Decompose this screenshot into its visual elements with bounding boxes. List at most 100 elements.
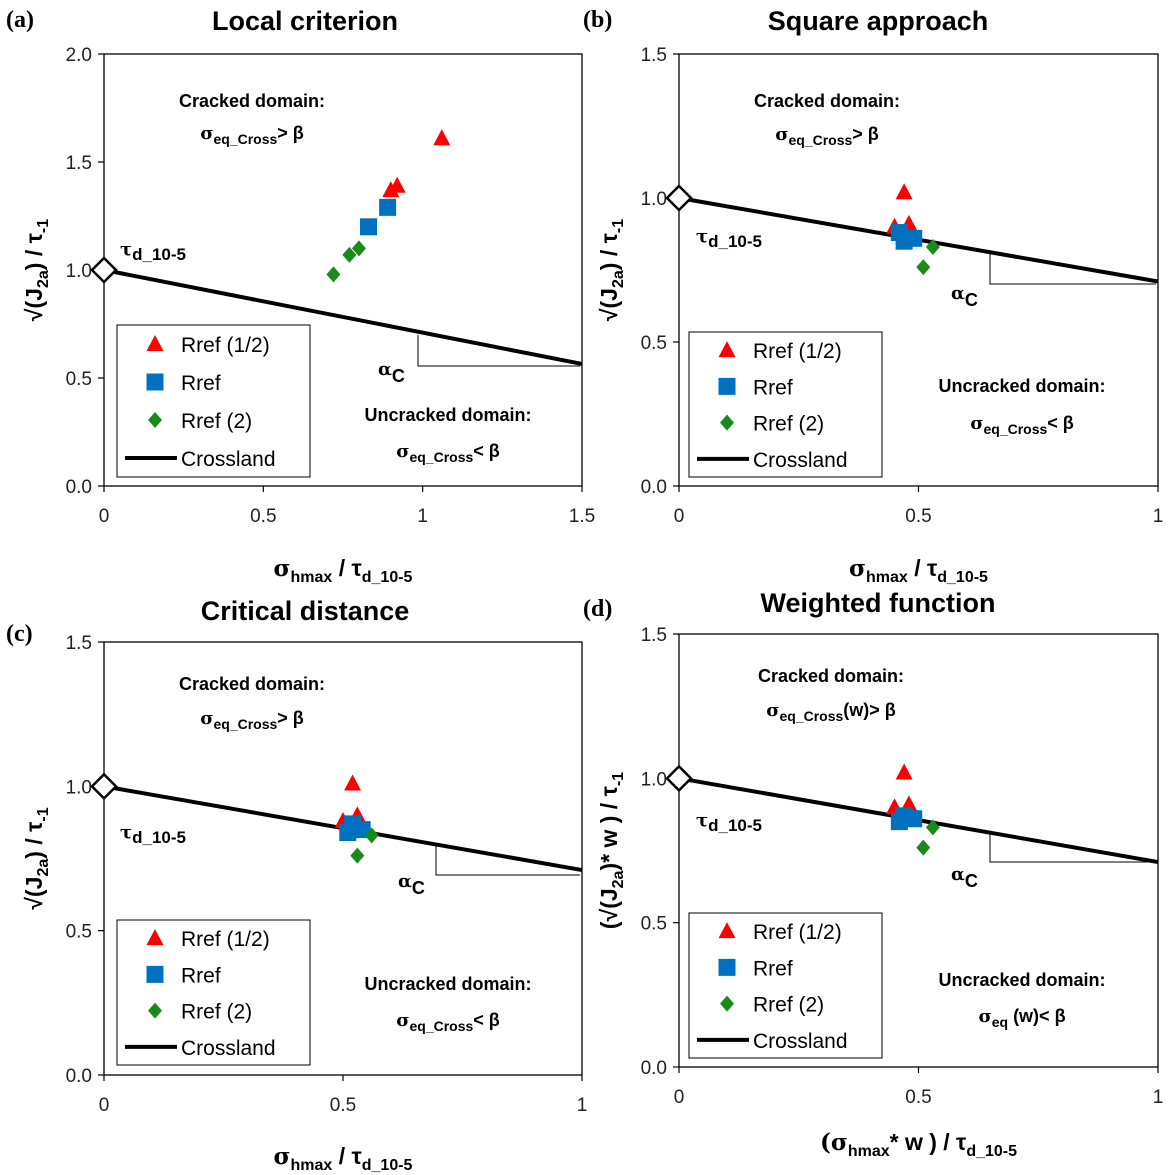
data-point <box>925 819 940 836</box>
text-part: τ <box>696 226 708 247</box>
x-tick-label: 0 <box>99 506 110 527</box>
tau-label: τd_10-5 <box>120 822 186 847</box>
text-part: √(J <box>21 288 47 321</box>
text-part: / τ <box>332 1143 361 1169</box>
y-tick-label: 1.5 <box>66 153 92 174</box>
y-tick-label: 1.5 <box>66 633 92 654</box>
text-part: < β <box>473 1010 500 1030</box>
legend: Rref (1/2) Rref Rref (2) Crossland <box>116 324 311 478</box>
chart-title: Square approach <box>768 6 989 36</box>
text-part: d_10-5 <box>132 245 186 264</box>
legend-marker-swatch <box>146 335 164 351</box>
text-part: 2a <box>35 270 52 288</box>
text-part: ) / τ <box>21 233 47 270</box>
text-part: eq_Cross <box>409 449 473 465</box>
text-part: σ <box>274 1143 291 1170</box>
text-part: eq_Cross <box>983 421 1047 437</box>
text-part: ) / τ <box>21 822 47 859</box>
data-point <box>916 839 931 856</box>
data-point <box>905 229 923 247</box>
uncracked-domain-title: Uncracked domain: <box>938 970 1105 990</box>
y-tick-label: 0.0 <box>66 477 92 498</box>
x-tick-label: 0 <box>674 1087 685 1108</box>
y-tick-label: 0.5 <box>66 922 92 943</box>
legend-label: Rref (1/2) <box>181 334 270 357</box>
y-axis-label: (√(J2a)* w ) / τ-1 <box>596 772 627 929</box>
text-part: σ <box>849 555 866 582</box>
chart-title: Critical distance <box>201 596 410 626</box>
legend-label: Rref (2) <box>753 413 824 436</box>
text-part: > β <box>852 124 879 144</box>
data-point <box>351 240 366 257</box>
x-tick-label: 0.5 <box>905 1087 931 1108</box>
y-tick-label: 1.0 <box>641 189 667 210</box>
data-point <box>359 218 377 236</box>
x-tick-label: 0 <box>674 506 685 527</box>
text-part: ) / τ <box>596 233 622 270</box>
text-part: -1 <box>610 772 627 786</box>
y-tick-label: 1.0 <box>641 769 667 790</box>
legend-label: Rref <box>753 957 793 980</box>
text-part: )* w ) / τ <box>596 786 622 870</box>
series-2 <box>326 240 366 283</box>
legend-label: Crossland <box>181 448 276 471</box>
chart-title: Local criterion <box>212 6 398 36</box>
text-part: √(J <box>596 288 622 321</box>
y-tick-label: 1.0 <box>66 777 92 798</box>
text-part: C <box>965 290 978 310</box>
text-part: / τ <box>332 555 361 581</box>
text-part: > β <box>277 708 304 728</box>
legend: Rref (1/2) Rref Rref (2) Crossland <box>116 919 311 1066</box>
text-part: d_10-5 <box>966 1143 1017 1160</box>
text-part: -1 <box>610 219 627 233</box>
uncracked-domain-condition: σeq_Cross< β <box>396 1010 500 1034</box>
x-tick-label: 1.5 <box>569 506 595 527</box>
text-part: hmax <box>848 1143 890 1160</box>
data-point <box>895 763 913 780</box>
x-tick-label: 0.5 <box>250 506 276 527</box>
legend-marker-swatch <box>146 373 164 391</box>
alpha-label: αC <box>378 359 405 386</box>
text-part: hmax <box>291 1157 333 1174</box>
series-2 <box>350 827 379 864</box>
y-tick-label: 1.5 <box>641 45 667 66</box>
y-axis-label: √(J2a) / τ-1 <box>596 219 627 321</box>
panel-letter: (b) <box>583 7 612 33</box>
legend-label: Rref <box>753 376 793 399</box>
legend-label: Crossland <box>753 1030 848 1053</box>
slope-bracket <box>989 253 1156 285</box>
chart-panel-d: (d) Weighted function 0 0.5 1 0.0 0.5 1.0 1.5 (σh… <box>583 588 1163 1160</box>
text-part: eq_Cross <box>779 708 843 724</box>
text-part: d_10-5 <box>362 1157 413 1174</box>
series-1 <box>890 807 923 831</box>
intercept-marker <box>90 772 118 801</box>
legend: Rref (1/2) Rref Rref (2) Crossland <box>688 331 883 478</box>
series-0 <box>382 129 451 198</box>
slope-bracket <box>989 831 1156 863</box>
cracked-domain-title: Cracked domain: <box>179 674 325 694</box>
text-part: σ <box>396 441 409 462</box>
text-part: √(J <box>21 877 47 910</box>
text-part: (σ <box>820 1129 848 1156</box>
x-tick-label: 0.5 <box>905 506 931 527</box>
x-axis-label: σhmax / τd_10-5 <box>849 555 988 586</box>
intercept-marker <box>90 256 118 284</box>
data-point <box>925 238 940 255</box>
text-part: τ <box>696 810 708 831</box>
text-part: (w)> β <box>843 700 896 720</box>
crossland-line <box>103 268 583 366</box>
text-part: σ <box>396 1010 409 1031</box>
legend-marker-swatch <box>718 377 736 395</box>
x-axis-label: σhmax / τd_10-5 <box>274 1143 413 1174</box>
data-point <box>344 774 362 791</box>
tau-label: τd_10-5 <box>120 239 186 264</box>
text-part: eq_Cross <box>409 1018 473 1034</box>
uncracked-domain-title: Uncracked domain: <box>364 974 531 994</box>
text-part: 2a <box>35 859 52 877</box>
text-part: 2a <box>610 870 627 888</box>
legend-marker-swatch <box>720 995 734 1012</box>
alpha-label: αC <box>951 864 978 891</box>
series-0 <box>886 763 918 815</box>
